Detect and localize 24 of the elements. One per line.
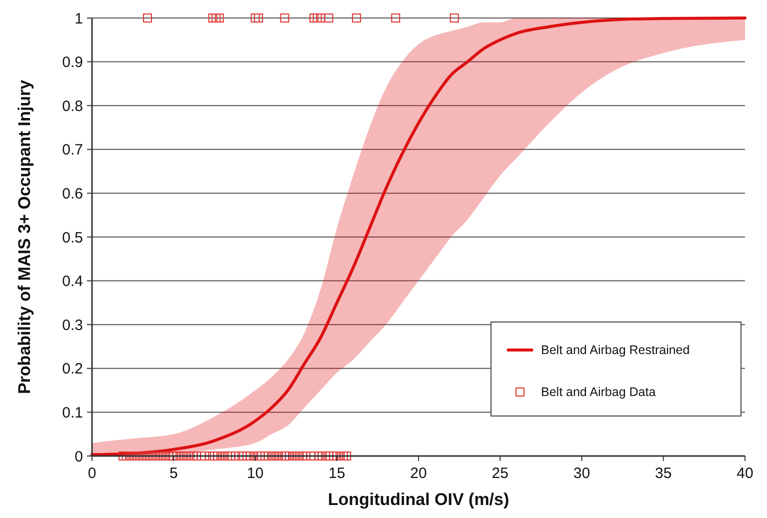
y-tick-label: 0 <box>74 448 83 466</box>
y-tick-label: 0.2 <box>62 360 83 378</box>
x-tick-label: 5 <box>169 465 178 482</box>
y-tick-label: 0.1 <box>62 404 83 422</box>
y-tick-label: 0.6 <box>62 185 83 202</box>
y-axis-title: Probability of MAIS 3+ Occupant Injury <box>15 79 34 394</box>
y-tick-label: 0.8 <box>62 98 83 115</box>
y-tick-label: 0.4 <box>62 273 83 290</box>
y-tick-label: 0.9 <box>62 54 83 72</box>
y-tick-label: 1 <box>74 10 83 28</box>
x-tick-label: 25 <box>492 465 508 482</box>
x-tick-label: 10 <box>246 465 264 482</box>
x-tick-label: 15 <box>328 465 346 482</box>
x-tick-label: 20 <box>410 465 427 482</box>
x-axis-title: Longitudinal OIV (m/s) <box>328 490 510 509</box>
y-tick-label: 0.3 <box>62 316 83 334</box>
x-tick-label: 30 <box>573 465 590 482</box>
x-tick-label: 40 <box>736 465 754 482</box>
x-tick-label: 0 <box>88 465 96 482</box>
legend-label: Belt and Airbag Restrained <box>541 343 690 357</box>
legend-label: Belt and Airbag Data <box>541 385 656 399</box>
y-tick-label: 0.7 <box>62 142 83 159</box>
x-tick-label: 35 <box>655 465 672 482</box>
y-tick-label: 0.5 <box>62 229 83 246</box>
